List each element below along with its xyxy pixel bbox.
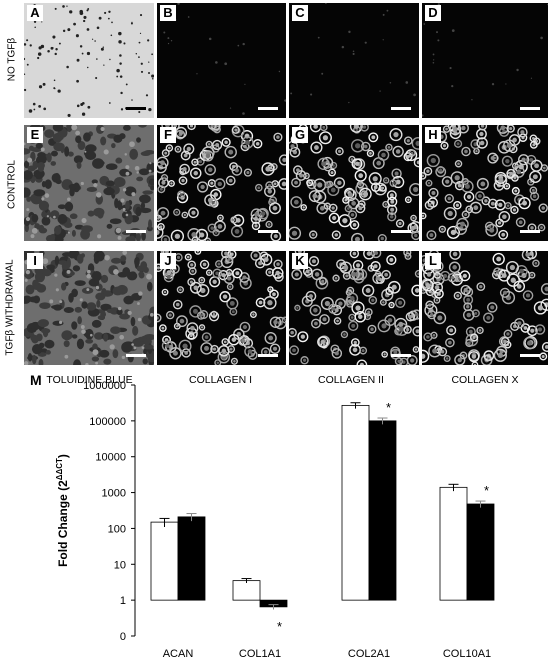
bar xyxy=(466,503,495,601)
micrograph-panel-i: I xyxy=(24,251,154,365)
x-category-label: COL10A1 xyxy=(443,648,491,658)
micrograph-image xyxy=(422,251,548,365)
micrograph-image xyxy=(422,3,548,118)
panel-letter: H xyxy=(425,127,441,143)
panel-letter: G xyxy=(292,127,308,143)
chart-panel-letter: M xyxy=(30,372,42,388)
micrograph-panel-c: C xyxy=(289,3,419,118)
micrograph-image xyxy=(289,125,419,241)
y-tick-label: 100000 xyxy=(89,416,126,428)
y-tick-label: 0 xyxy=(120,631,126,643)
scale-bar xyxy=(391,230,411,233)
panel-letter: B xyxy=(160,5,176,21)
micrograph-panel-b: B xyxy=(157,3,286,118)
micrograph-panel-a: A xyxy=(24,3,154,118)
micrograph-panel-g: G xyxy=(289,125,419,241)
significance-asterisk: * xyxy=(484,483,489,498)
micrograph-panel-e: E xyxy=(24,125,154,241)
scale-bar xyxy=(520,354,540,357)
y-axis-label: Fold Change (2ΔΔCT) xyxy=(55,454,70,567)
micrograph-image xyxy=(289,3,419,118)
micrograph-image xyxy=(157,251,286,365)
bar xyxy=(368,420,397,601)
scale-bar xyxy=(520,107,540,110)
micrograph-panel-d: D xyxy=(422,3,548,118)
micrograph-image xyxy=(289,251,419,365)
scale-bar xyxy=(126,230,146,233)
y-tick-label: 1 xyxy=(120,595,126,607)
column-label-collagen-i: COLLAGEN I xyxy=(188,374,253,386)
panel-letter: C xyxy=(292,5,308,21)
bar xyxy=(177,516,206,601)
scale-bar xyxy=(391,354,411,357)
panel-letter: I xyxy=(27,253,43,269)
significance-asterisk: * xyxy=(277,619,282,634)
scale-bar xyxy=(126,107,146,110)
scale-bar xyxy=(391,107,411,110)
scale-bar xyxy=(258,354,278,357)
micrograph-image xyxy=(422,125,548,241)
micrograph-panel-f: F xyxy=(157,125,286,241)
bar xyxy=(439,486,468,601)
y-tick-label: 10 xyxy=(114,559,126,571)
panel-letter: L xyxy=(425,253,441,269)
scale-bar xyxy=(258,107,278,110)
column-label-collagen-x: COLLAGEN X xyxy=(451,374,519,386)
y-tick-label: 10000 xyxy=(95,452,126,464)
panel-letter: K xyxy=(292,253,308,269)
panel-letter: F xyxy=(160,127,176,143)
micrograph-panel-h: H xyxy=(422,125,548,241)
row-label-control: CONTROL xyxy=(6,160,18,209)
bar xyxy=(150,521,179,601)
bar xyxy=(341,404,370,601)
panel-letter: E xyxy=(27,127,43,143)
column-label-toluidine-blue: TOLUIDINE BLUE xyxy=(46,374,133,386)
fold-change-bar-chart: M 0 1 10 100 1000 10000 100000 1000000 Fold Chang… xyxy=(30,372,495,658)
micrograph-image xyxy=(24,251,154,365)
micrograph-panel-k: K xyxy=(289,251,419,365)
row-label-tgfb-withdrawal: TGFβ WITHDRAWAL xyxy=(4,259,16,356)
panel-letter: J xyxy=(160,253,176,269)
micrograph-image xyxy=(157,125,286,241)
micrograph-panel-l: L xyxy=(422,251,548,365)
column-label-collagen-ii: COLLAGEN II xyxy=(318,374,384,386)
y-tick-label: 100 xyxy=(108,523,126,535)
y-tick-label: 1000000 xyxy=(83,380,126,392)
panel-letter: D xyxy=(425,5,441,21)
micrograph-image xyxy=(24,3,154,118)
significance-asterisk: * xyxy=(386,400,391,415)
x-category-label: COL1A1 xyxy=(239,648,281,658)
micrograph-panel-j: J xyxy=(157,251,286,365)
y-tick-label: 1000 xyxy=(102,488,126,500)
panel-letter: A xyxy=(27,5,43,21)
scale-bar xyxy=(258,230,278,233)
micrograph-image xyxy=(24,125,154,241)
x-category-label: COL2A1 xyxy=(348,648,390,658)
scale-bar xyxy=(520,230,540,233)
x-category-label: ACAN xyxy=(163,648,194,658)
row-label-no-tgfb: NO TGFβ xyxy=(6,37,18,82)
scale-bar xyxy=(126,354,146,357)
micrograph-image xyxy=(157,3,286,118)
bar xyxy=(232,580,261,601)
